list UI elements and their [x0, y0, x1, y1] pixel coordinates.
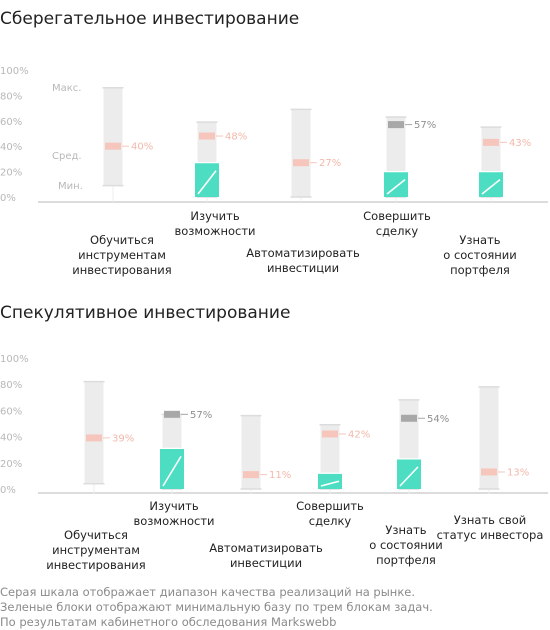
category-label-line: Автоматизировать — [209, 541, 323, 555]
median-marker — [86, 434, 102, 442]
chart-title: Сберегательное инвестирование — [0, 9, 299, 29]
median-marker — [322, 430, 338, 438]
y-tick-label: 0% — [0, 485, 16, 496]
category-label: Изучить возможности — [133, 499, 214, 528]
median-value-label: 11% — [269, 470, 291, 481]
y-tick-label: 20% — [0, 459, 22, 470]
base-block-hatch — [162, 455, 182, 487]
category-label-line: Совершить — [363, 209, 431, 223]
category-label-line: инструментам — [52, 543, 140, 557]
category-label: Совершить сделку — [296, 499, 364, 528]
category-label-line: Узнать — [385, 523, 426, 537]
median-value-label: 48% — [225, 132, 247, 143]
category-label-line: Изучить — [149, 499, 198, 513]
category-label: Узнать свой статус инвестора — [437, 513, 544, 542]
legend-max-label: Макс. — [52, 83, 81, 94]
category-label-line: сделку — [376, 224, 419, 238]
category-label-line: инвестиции — [267, 261, 339, 275]
y-tick-label: 0% — [0, 193, 16, 204]
category-label-line: Обучиться — [64, 528, 128, 542]
median-value-label: 43% — [509, 138, 531, 149]
category-label: Автоматизировать инвестиции — [246, 246, 360, 275]
y-tick-label: 100% — [0, 66, 29, 77]
median-marker — [243, 471, 259, 479]
category-label-line: возможности — [174, 224, 255, 238]
median-value-label: 13% — [507, 467, 529, 478]
y-tick-label: 80% — [0, 380, 22, 391]
category-label-line: Узнать свой — [454, 513, 526, 527]
median-value-label: 39% — [112, 433, 134, 444]
base-block-bar — [195, 162, 219, 197]
category-label: Совершить сделку — [363, 209, 431, 238]
category-label: Узнать о состоянии портфеля — [443, 233, 517, 277]
median-marker — [481, 468, 497, 476]
footnotes: Серая шкала отображает диапазон качества… — [0, 585, 433, 629]
median-value-label: 54% — [427, 414, 449, 425]
category-label: Обучиться инструментам инвестирования — [72, 233, 171, 277]
median-marker — [199, 132, 215, 140]
base-block-hatch — [481, 178, 501, 195]
y-tick-label: 60% — [0, 406, 22, 417]
range-bar — [291, 109, 311, 197]
category-label-line: о состоянии — [369, 538, 443, 552]
base-block-hatch — [197, 170, 217, 195]
footnote-line: По результатам кабинетного обследования … — [0, 615, 336, 629]
median-marker — [105, 142, 121, 150]
category-label-line: инвестиции — [230, 556, 302, 570]
category-label-line: возможности — [133, 514, 214, 528]
category-label-line: Узнать — [459, 233, 500, 247]
median-value-label: 57% — [190, 410, 212, 421]
category-label-line: Совершить — [296, 499, 364, 513]
category-label-line: Обучиться — [90, 233, 154, 247]
base-block-hatch — [386, 178, 406, 195]
footnote-line: Серая шкала отображает диапазон качества… — [0, 585, 415, 599]
y-tick-label: 40% — [0, 142, 22, 153]
category-label-line: портфеля — [450, 263, 510, 277]
y-tick-label: 60% — [0, 117, 22, 128]
median-value-label: 42% — [348, 429, 370, 440]
category-label: Автоматизировать инвестиции — [209, 541, 323, 570]
median-value-label: 27% — [319, 158, 341, 169]
median-marker — [293, 159, 309, 167]
y-tick-label: 100% — [0, 354, 29, 365]
category-label-line: портфеля — [376, 553, 436, 567]
chart-speculative-investing: Спекулятивное инвестирование 0% 20% 40% 60%… — [0, 303, 548, 572]
median-value-label: 57% — [414, 120, 436, 131]
range-bar — [479, 386, 499, 489]
category-label: Узнать о состоянии портфеля — [369, 523, 443, 567]
legend-min-label: Мин. — [58, 181, 83, 192]
category-label-line: Изучить — [190, 209, 239, 223]
category-label-line: о состоянии — [443, 248, 517, 262]
category-label: Изучить возможности — [174, 209, 255, 238]
category-label-line: инструментам — [78, 248, 166, 262]
chart-savings-investing: Сберегательное инвестирование 0% 20% 40% 60… — [0, 9, 548, 277]
range-bar — [241, 415, 261, 489]
median-marker — [483, 138, 499, 146]
chart-title: Спекулятивное инвестирование — [0, 303, 290, 323]
category-label: Обучиться инструментам инвестирования — [46, 528, 145, 572]
footnote-line: Зеленые блоки отображают минимальную баз… — [0, 600, 433, 614]
range-bar — [103, 87, 123, 186]
category-label-line: сделку — [309, 514, 352, 528]
base-block-hatch — [320, 480, 340, 487]
category-label-line: инвестирования — [46, 558, 145, 572]
legend-mean-label: Сред. — [52, 151, 82, 162]
median-marker — [164, 410, 180, 418]
y-tick-label: 40% — [0, 433, 22, 444]
range-bar — [84, 381, 104, 484]
y-tick-label: 20% — [0, 168, 22, 179]
category-label-line: Автоматизировать — [246, 246, 360, 260]
median-value-label: 40% — [131, 142, 153, 153]
base-block-hatch — [399, 466, 419, 487]
category-label-line: статус инвестора — [437, 528, 544, 542]
base-block-bar — [160, 448, 184, 489]
median-marker — [388, 121, 404, 129]
category-label-line: инвестирования — [72, 263, 171, 277]
median-marker — [401, 414, 417, 422]
y-tick-label: 80% — [0, 91, 22, 102]
